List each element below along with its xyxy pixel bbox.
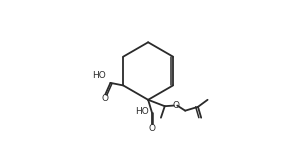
Text: O: O — [148, 124, 155, 133]
Text: HO: HO — [92, 71, 106, 80]
Text: O: O — [172, 101, 179, 110]
Text: O: O — [101, 94, 108, 103]
Text: HO: HO — [135, 107, 149, 117]
